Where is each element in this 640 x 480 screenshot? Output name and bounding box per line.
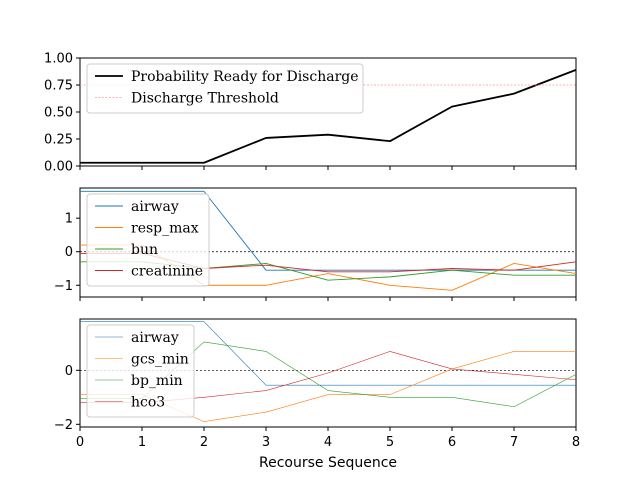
x-axis-label: Recourse Sequence [259, 455, 397, 471]
y-tick-label: 0.50 [44, 106, 73, 121]
y-tick-label: −1 [54, 279, 73, 294]
y-tick-label: 0.75 [44, 79, 73, 94]
y-tick-label: −2 [54, 418, 73, 433]
legend-box [86, 193, 210, 287]
legend-box [86, 63, 364, 114]
x-tick-label: 2 [200, 435, 208, 450]
series-line-probability-ready-for-discharge [80, 69, 577, 164]
x-tick-label: 6 [448, 435, 456, 450]
legend-label: airway [131, 199, 179, 215]
x-tick-label: 3 [262, 435, 270, 450]
y-tick-label: 0.25 [44, 133, 73, 148]
legend-label: gcs_min [131, 352, 189, 368]
legend-label: bun [131, 242, 158, 258]
legend-label: resp_max [131, 221, 199, 237]
x-tick-label: 7 [510, 435, 518, 450]
y-tick-label: 1.00 [44, 52, 73, 67]
x-tick-label: 0 [76, 435, 84, 450]
legend-label: Probability Ready for Discharge [131, 69, 359, 85]
series-line-airway [80, 321, 576, 386]
x-tick-label: 4 [324, 435, 332, 450]
x-tick-label: 5 [386, 435, 394, 450]
y-tick-label: 0 [65, 364, 73, 379]
legend-box [86, 324, 195, 418]
legend-label: Discharge Threshold [131, 91, 279, 107]
series-line-airway [80, 190, 576, 271]
probability-panel: 0.00 0.25 0.50 0.75 1.00 Probability Ready fo… [44, 52, 577, 175]
y-tick-label: 0.00 [44, 160, 73, 175]
legend-label: bp_min [131, 373, 183, 389]
legend-label: creatinine [131, 264, 203, 280]
x-tick-label: 8 [572, 435, 580, 450]
legend-label: hco3 [131, 395, 165, 411]
legend-label: airway [131, 330, 179, 346]
x-tick-label: 1 [138, 435, 146, 450]
y-tick-label: 0 [65, 245, 73, 260]
y-tick-label: 1 [65, 212, 73, 227]
